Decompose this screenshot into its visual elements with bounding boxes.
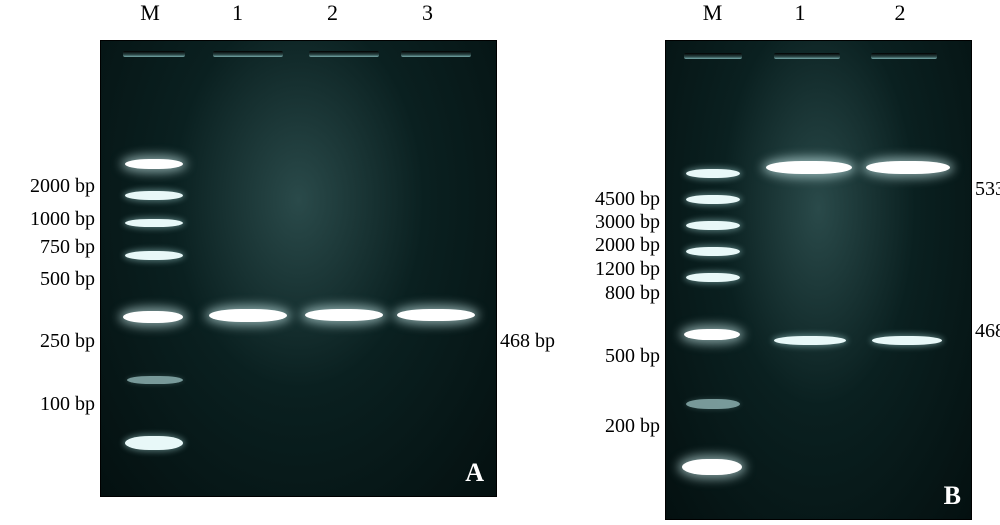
ladderB-200: 200 bp (585, 415, 660, 438)
ladderB-3000: 3000 bp (575, 211, 660, 234)
band-m-500 (125, 251, 183, 260)
panel-b-gel: B (665, 40, 972, 520)
band-m-low (125, 436, 183, 450)
band-m-1000 (125, 191, 183, 200)
ladder-100: 100 bp (10, 393, 95, 416)
ladderB-4500: 4500 bp (575, 188, 660, 211)
bandB-m-4500 (686, 169, 740, 178)
bandB-m-2000 (686, 221, 740, 230)
wellB-1 (774, 53, 840, 59)
ladder-750: 750 bp (10, 236, 95, 259)
band-m-100a (127, 376, 183, 384)
ladderB-500: 500 bp (585, 345, 660, 368)
bandB-2-468 (872, 336, 942, 345)
panel-a-lane-labels: M 1 2 3 (110, 0, 490, 26)
panel-letter-b: B (944, 481, 961, 511)
panel-a-gel: A (100, 40, 497, 497)
resultB-5334: 5334 bp (975, 178, 1000, 201)
ladder-2000: 2000 bp (0, 175, 95, 198)
bandB-m-200a (686, 399, 740, 409)
bandB-m-3000 (686, 195, 740, 204)
bandB-2-5334 (866, 161, 950, 174)
band-3-468 (397, 309, 475, 321)
bandB-1-5334 (766, 161, 852, 174)
lane-label-3: 3 (380, 0, 475, 26)
band-m-250 (123, 311, 183, 323)
ladder-1000: 1000 bp (0, 208, 95, 231)
bandB-1-468 (774, 336, 846, 345)
ladderB-800: 800 bp (585, 282, 660, 305)
resultB-468: 468 bp (975, 320, 1000, 343)
ladderB-1200: 1200 bp (575, 258, 660, 281)
panel-letter-a: A (465, 458, 484, 488)
wellB-m (684, 53, 742, 59)
bandB-m-500 (684, 329, 740, 340)
panel-b-lane-labels: M 1 2 (675, 0, 975, 26)
well-3 (401, 51, 471, 57)
band-m-2000 (125, 159, 183, 169)
lane-label-m-b: M (675, 0, 750, 26)
lane-label-m: M (110, 0, 190, 26)
ladder-500: 500 bp (10, 268, 95, 291)
panel-b: M 1 2 4500 bp 3000 bp 2000 bp 1200 bp 80… (580, 0, 1000, 525)
bandB-m-low (682, 459, 742, 475)
lane-label-2: 2 (285, 0, 380, 26)
well-2 (309, 51, 379, 57)
band-m-750 (125, 219, 183, 227)
well-1 (213, 51, 283, 57)
wellB-2 (871, 53, 937, 59)
ladder-250: 250 bp (10, 330, 95, 353)
bandB-m-1200 (686, 247, 740, 256)
lane-label-1-b: 1 (750, 0, 850, 26)
lane-label-1: 1 (190, 0, 285, 26)
lane-label-2-b: 2 (850, 0, 950, 26)
well-m (123, 51, 185, 57)
band-1-468 (209, 309, 287, 322)
result-468: 468 bp (500, 330, 555, 353)
band-2-468 (305, 309, 383, 321)
bandB-m-800 (686, 273, 740, 282)
ladderB-2000: 2000 bp (575, 234, 660, 257)
panel-a: M 1 2 3 2000 bp 1000 bp 750 bp 500 bp 25… (0, 0, 500, 525)
